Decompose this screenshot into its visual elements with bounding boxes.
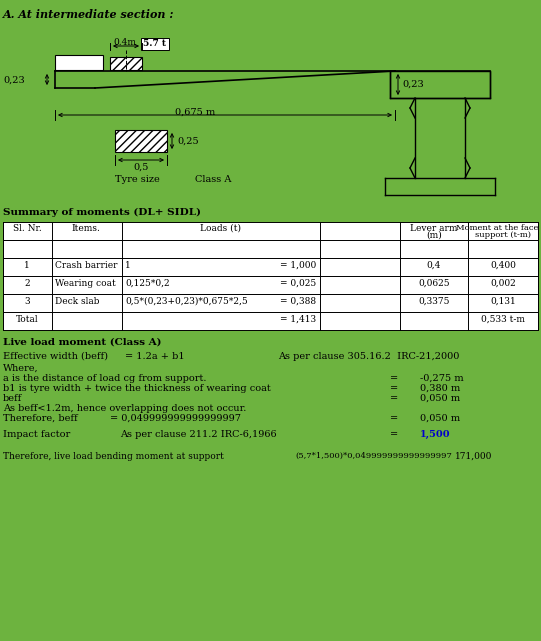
Text: Impact factor: Impact factor <box>3 430 70 439</box>
Text: 0,5: 0,5 <box>133 163 148 172</box>
Text: =: = <box>390 374 398 383</box>
Text: Therefore, beff: Therefore, beff <box>3 414 77 423</box>
Text: Total: Total <box>16 315 38 324</box>
Bar <box>141 38 169 50</box>
Text: = 0,388: = 0,388 <box>280 297 316 306</box>
Text: 0,25: 0,25 <box>177 137 199 146</box>
Text: =: = <box>390 384 398 393</box>
Text: 0,4: 0,4 <box>427 261 441 270</box>
Text: a is the distance of load cg from support.: a is the distance of load cg from suppor… <box>3 374 207 383</box>
Text: 171,000: 171,000 <box>455 452 492 461</box>
Text: 0.4m: 0.4m <box>113 38 136 47</box>
Text: 0,131: 0,131 <box>490 297 516 306</box>
Bar <box>55 55 103 70</box>
Text: 0,23: 0,23 <box>402 80 424 89</box>
Bar <box>110 57 142 70</box>
Text: As per clause 305.16.2  IRC-21,2000: As per clause 305.16.2 IRC-21,2000 <box>278 352 459 361</box>
Bar <box>3 222 538 240</box>
Text: Loads (t): Loads (t) <box>200 224 241 233</box>
Text: 5.7 t: 5.7 t <box>143 39 166 48</box>
Text: (5,7*1,500)*0,049999999999999997: (5,7*1,500)*0,049999999999999997 <box>295 452 452 460</box>
Bar <box>3 258 538 276</box>
Bar <box>3 240 538 258</box>
Text: 0,5*(0,23+0,23)*0,675*2,5: 0,5*(0,23+0,23)*0,675*2,5 <box>125 297 248 306</box>
Bar <box>3 312 538 330</box>
Text: 1: 1 <box>125 261 131 270</box>
Text: 2: 2 <box>24 279 30 288</box>
Text: b1 is tyre width + twice the thickness of wearing coat: b1 is tyre width + twice the thickness o… <box>3 384 270 393</box>
Text: = 0,049999999999999997: = 0,049999999999999997 <box>110 414 241 423</box>
Text: Sl. Nr.: Sl. Nr. <box>12 224 41 233</box>
Text: Class A: Class A <box>195 175 232 184</box>
Text: = 1,000: = 1,000 <box>280 261 316 270</box>
Text: 1,500: 1,500 <box>420 430 451 439</box>
Text: Items.: Items. <box>71 224 101 233</box>
Text: 0,0625: 0,0625 <box>418 279 450 288</box>
Text: 0,380 m: 0,380 m <box>420 384 460 393</box>
Bar <box>3 294 538 312</box>
Text: 0,050 m: 0,050 m <box>420 394 460 403</box>
Text: Crash barrier: Crash barrier <box>55 261 117 270</box>
Text: support (t-m): support (t-m) <box>475 231 531 239</box>
Text: 3: 3 <box>24 297 30 306</box>
Text: Effective width (beff): Effective width (beff) <box>3 352 108 361</box>
Text: As beff<1.2m, hence overlapping does not occur.: As beff<1.2m, hence overlapping does not… <box>3 404 246 413</box>
Text: = 1,413: = 1,413 <box>280 315 316 324</box>
Text: -0,275 m: -0,275 m <box>420 374 464 383</box>
Bar <box>390 71 490 98</box>
Text: =: = <box>390 394 398 403</box>
Text: Wearing coat: Wearing coat <box>55 279 116 288</box>
Text: 0,3375: 0,3375 <box>418 297 450 306</box>
Text: 0,533 t-m: 0,533 t-m <box>481 315 525 324</box>
Bar <box>115 130 167 152</box>
Text: 0,050 m: 0,050 m <box>420 414 460 423</box>
Text: 0,400: 0,400 <box>490 261 516 270</box>
Text: As per clause 211.2 IRC-6,1966: As per clause 211.2 IRC-6,1966 <box>120 430 276 439</box>
Text: Deck slab: Deck slab <box>55 297 100 306</box>
Text: =: = <box>390 430 398 439</box>
Text: Where,: Where, <box>3 364 38 373</box>
Text: 1: 1 <box>24 261 30 270</box>
Text: 0,002: 0,002 <box>490 279 516 288</box>
Text: Lever arm: Lever arm <box>410 224 458 233</box>
Text: Tyre size: Tyre size <box>115 175 160 184</box>
Text: Moment at the face of: Moment at the face of <box>457 224 541 232</box>
Text: beff: beff <box>3 394 22 403</box>
Text: Summary of moments (DL+ SIDL): Summary of moments (DL+ SIDL) <box>3 208 201 217</box>
Text: (m): (m) <box>426 231 442 240</box>
Text: =: = <box>390 414 398 423</box>
Text: 0,23: 0,23 <box>3 76 25 85</box>
Text: = 1.2a + b1: = 1.2a + b1 <box>125 352 184 361</box>
Text: = 0,025: = 0,025 <box>280 279 316 288</box>
Text: Live load moment (Class A): Live load moment (Class A) <box>3 338 162 347</box>
Text: 0,125*0,2: 0,125*0,2 <box>125 279 170 288</box>
Bar <box>3 276 538 294</box>
Text: Therefore, live load bending moment at support: Therefore, live load bending moment at s… <box>3 452 224 461</box>
Text: A. At intermediate section :: A. At intermediate section : <box>3 9 175 20</box>
Text: 0,675 m: 0,675 m <box>175 108 215 117</box>
